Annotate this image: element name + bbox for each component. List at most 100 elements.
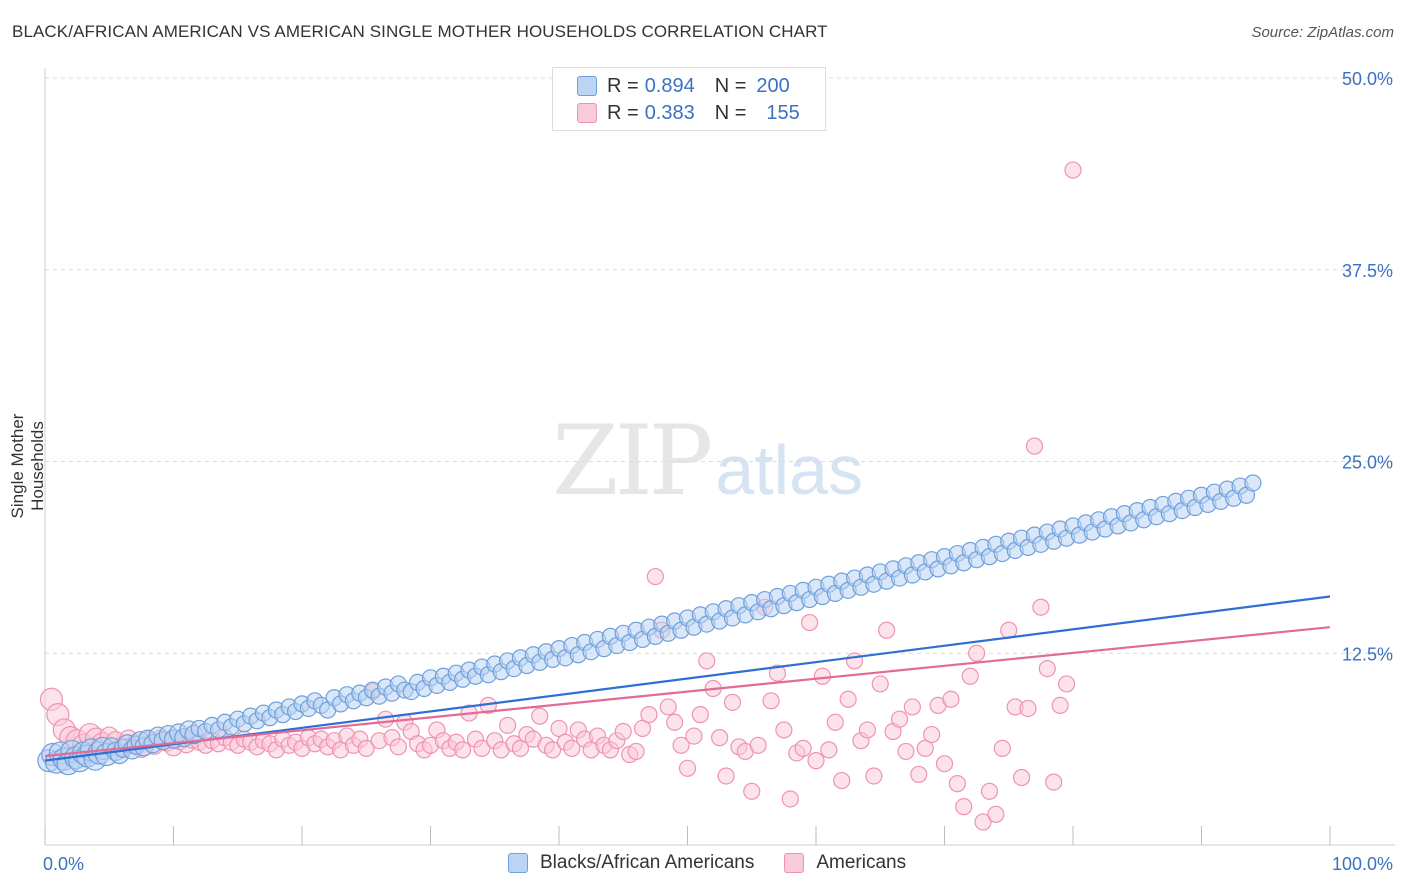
point-americans (903, 698, 921, 716)
legend-n-value: 200 (756, 74, 790, 97)
legend-swatch-blacks (508, 853, 528, 873)
point-americans (627, 742, 645, 761)
point-americans (993, 739, 1011, 757)
point-americans (878, 621, 896, 639)
point-americans (1051, 696, 1069, 715)
tick-labels: 12.5% 25.0% 37.5% 50.0% 0.0% 100.0% (43, 69, 1393, 874)
point-americans (698, 652, 716, 670)
point-americans (633, 719, 652, 738)
point-americans (961, 667, 979, 685)
legend-row-blacks: R = 0.894 N = 200 (577, 74, 790, 98)
point-americans (807, 752, 825, 770)
series-legend: Blacks/African Americans Americans (508, 852, 936, 874)
point-americans (685, 727, 703, 745)
point-americans (1032, 598, 1050, 616)
point-americans (1064, 161, 1082, 179)
point-americans (473, 739, 491, 757)
point-americans (499, 716, 517, 734)
legend-swatch-blacks (577, 76, 597, 96)
point-americans (980, 782, 999, 800)
point-americans (1019, 699, 1037, 718)
point-americans (749, 736, 767, 754)
point-americans (672, 736, 690, 754)
point-americans (845, 652, 864, 670)
point-americans (376, 710, 395, 728)
point-americans (935, 755, 954, 773)
point-americans (1012, 768, 1031, 787)
point-americans (723, 693, 742, 711)
point-americans (987, 805, 1005, 823)
chart-title: BLACK/AFRICAN AMERICAN VS AMERICAN SINGL… (12, 22, 828, 41)
legend-n-value: 155 (766, 101, 800, 124)
point-americans (826, 713, 844, 731)
point-americans (813, 667, 832, 685)
point-americans (865, 767, 883, 785)
point-americans (678, 759, 697, 777)
point-americans (775, 721, 793, 739)
series-blacks-points (37, 474, 1262, 776)
point-americans (897, 742, 915, 761)
point-americans (614, 722, 632, 741)
point-americans (646, 567, 664, 586)
x-tick-label-min: 0.0% (43, 854, 84, 874)
point-americans (563, 739, 581, 757)
point-americans (923, 725, 941, 744)
point-americans (800, 613, 819, 632)
watermark-atlas: atlas (715, 431, 864, 509)
legend-n-label: N = (714, 101, 747, 124)
legend-label-blacks: Blacks/African Americans (540, 852, 755, 873)
y-axis-label: Single Mother Households (8, 413, 47, 519)
point-americans (948, 775, 966, 793)
point-americans (550, 719, 568, 738)
legend-row-americans: R = 0.383 N = 155 (577, 101, 800, 125)
point-americans (781, 790, 799, 808)
y-tick-label: 37.5% (1342, 261, 1393, 281)
legend-r-value: 0.383 (644, 101, 695, 124)
point-americans (968, 644, 986, 662)
trend-lines (44, 595, 1331, 762)
point-americans (955, 798, 973, 816)
y-tick-label: 12.5% (1342, 644, 1393, 664)
point-americans (543, 741, 562, 759)
point-americans (910, 765, 928, 784)
point-americans (357, 739, 375, 757)
correlation-legend: R = 0.894 N = 200 R = 0.383 N = 155 (552, 67, 826, 131)
gridlines (45, 77, 1395, 654)
legend-item-americans[interactable]: Americans (784, 852, 906, 874)
legend-r-label: R = (607, 74, 639, 97)
point-americans (820, 741, 838, 759)
point-americans (762, 692, 780, 710)
axes (44, 68, 1395, 846)
legend-item-blacks[interactable]: Blacks/African Americans (508, 852, 754, 874)
point-americans (1025, 437, 1044, 455)
point-americans (871, 675, 889, 693)
point-americans (691, 706, 709, 724)
point-americans (511, 739, 530, 757)
point-americans (858, 721, 877, 739)
legend-n-label: N = (714, 74, 747, 97)
point-americans (454, 741, 472, 759)
legend-label-americans: Americans (816, 852, 907, 873)
point-americans (916, 739, 934, 757)
y-tick-label: 25.0% (1342, 453, 1393, 473)
chart-source: Source: ZipAtlas.com (1251, 24, 1394, 41)
watermark: ZIPatlas (552, 405, 863, 517)
point-americans (890, 710, 909, 728)
point-americans (794, 739, 812, 757)
trend-line-americans (44, 626, 1331, 758)
point-americans (1045, 773, 1063, 791)
point-americans (666, 713, 684, 731)
x-tick-label-max: 100.0% (1332, 854, 1393, 874)
point-americans (942, 690, 960, 708)
point-americans (389, 738, 407, 756)
point-americans (717, 767, 735, 785)
point-americans (768, 664, 787, 682)
point-americans (743, 782, 761, 800)
y-tick-label: 50.0% (1342, 69, 1393, 89)
trend-line-blacks (44, 595, 1331, 762)
point-americans (640, 706, 658, 724)
legend-swatch-americans (784, 853, 805, 873)
point-americans (1057, 675, 1076, 693)
point-americans (974, 813, 992, 831)
